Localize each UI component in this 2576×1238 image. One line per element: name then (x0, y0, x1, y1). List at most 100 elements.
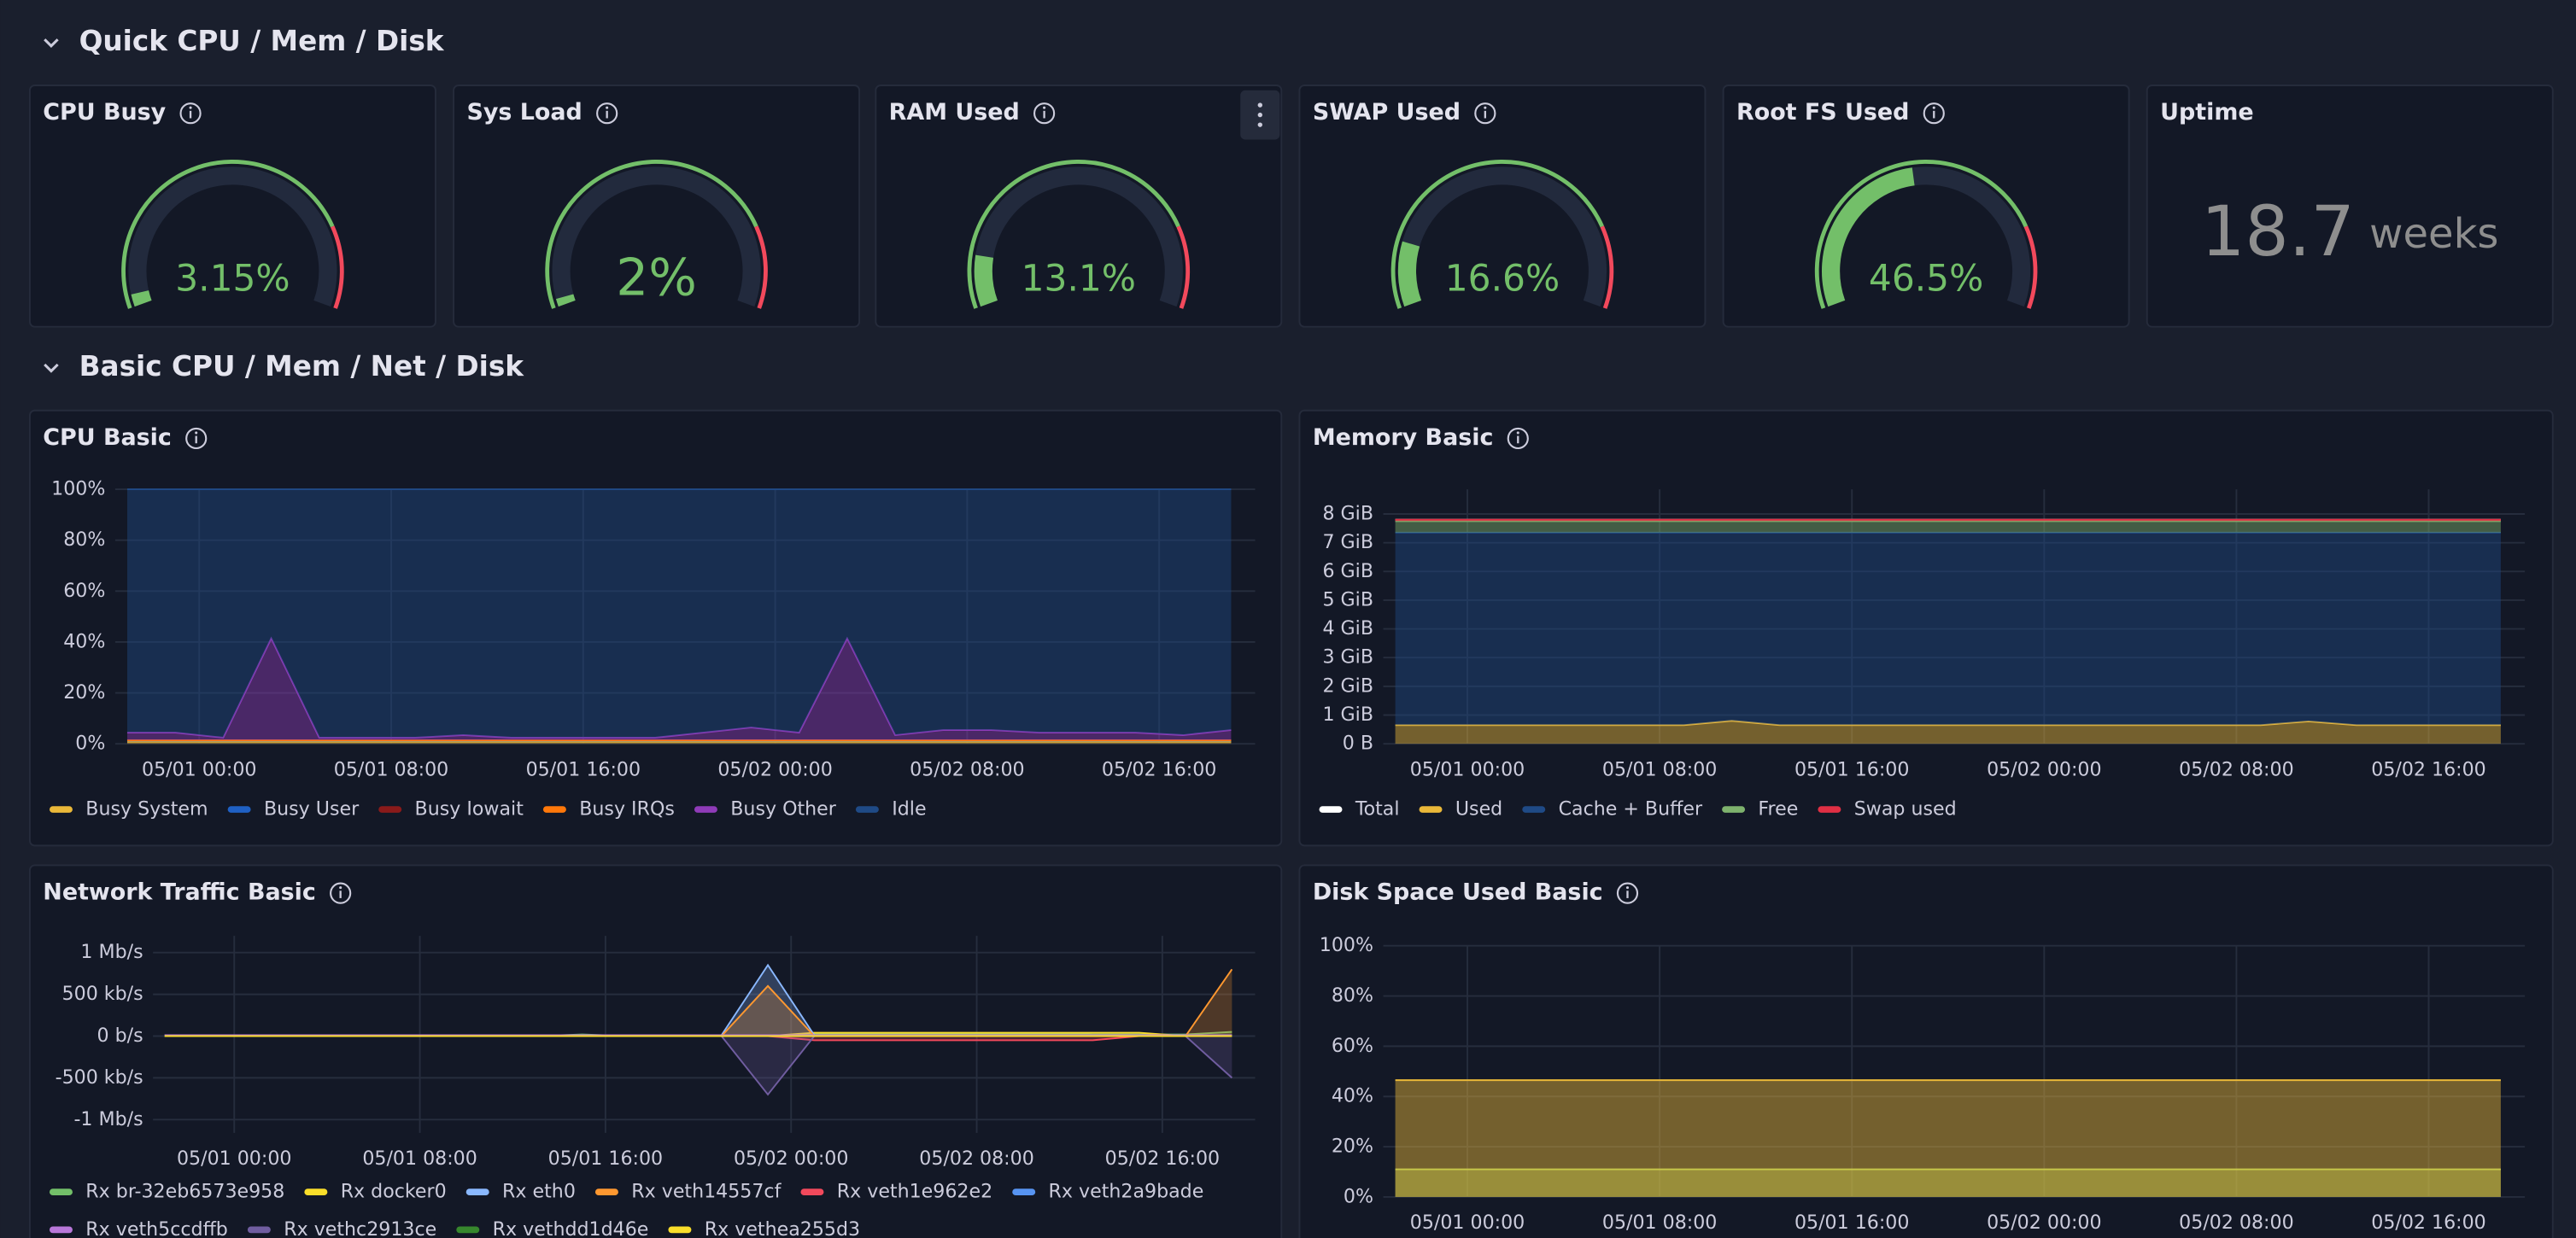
series-fill (164, 1036, 1232, 1041)
y-tick-label: 3 GiB (1322, 646, 1373, 669)
x-tick-label: 05/02 16:00 (1105, 1147, 1220, 1170)
legend-label: Total (1355, 798, 1400, 820)
legend-item[interactable]: Busy IRQs (542, 798, 675, 820)
legend-item[interactable]: Rx veth5ccdffb (49, 1218, 228, 1238)
legend-item[interactable]: Busy Other (694, 798, 837, 820)
info-icon[interactable] (1616, 882, 1639, 904)
legend-item[interactable]: Rx veth14557cf (594, 1181, 782, 1203)
legend-label: Cache + Buffer (1559, 798, 1703, 820)
y-tick-label: 7 GiB (1322, 531, 1373, 553)
y-tick-label: 60% (63, 580, 105, 602)
legend-label: Used (1455, 798, 1502, 820)
legend-label: Busy Other (730, 798, 836, 820)
legend-item[interactable]: Used (1419, 798, 1502, 820)
x-tick-label: 05/01 08:00 (334, 758, 448, 780)
info-icon[interactable] (330, 882, 352, 904)
panel-title[interactable]: Disk Space Used Basic (1313, 879, 1603, 906)
legend-item[interactable]: Free (1722, 798, 1798, 820)
panel-title[interactable]: Root FS Used (1736, 99, 1909, 126)
legend-item[interactable]: Rx eth0 (465, 1181, 576, 1203)
y-tick-label: 20% (63, 681, 105, 704)
legend-item[interactable]: Swap used (1818, 798, 1957, 820)
panel-title[interactable]: Memory Basic (1313, 424, 1494, 451)
menu-dot (1257, 122, 1262, 127)
legend-item[interactable]: Cache + Buffer (1522, 798, 1703, 820)
legend-item[interactable]: Total (1319, 798, 1400, 820)
series-fill (126, 489, 1232, 738)
row-title[interactable]: Quick CPU / Mem / Disk (79, 25, 445, 57)
y-tick-label: 40% (1332, 1085, 1373, 1107)
legend-item[interactable]: Rx br-32eb6573e958 (49, 1181, 284, 1203)
x-tick-label: 05/01 08:00 (362, 1147, 477, 1170)
legend-item[interactable]: Rx vethea255d3 (668, 1218, 860, 1238)
gauge-label: 46.5% (1869, 257, 1983, 299)
info-icon[interactable] (1923, 102, 1945, 125)
legend-item[interactable]: Idle (855, 798, 927, 820)
legend-label: Rx br-32eb6573e958 (85, 1181, 284, 1203)
legend-item[interactable]: Rx veth2a9bade (1012, 1181, 1203, 1203)
legend-item[interactable]: Busy System (49, 798, 208, 820)
panel-title[interactable]: Sys Load (466, 99, 582, 126)
info-icon[interactable] (596, 102, 618, 125)
threshold-ok (121, 160, 335, 309)
stat-number: 18.7 (2201, 192, 2355, 272)
x-tick-label: 05/01 00:00 (177, 1147, 291, 1170)
info-icon[interactable] (1474, 102, 1496, 125)
legend-label: Rx vethc2913ce (284, 1218, 436, 1238)
gauge-label: 2% (616, 248, 697, 307)
gauge-value (555, 294, 576, 307)
threshold-ok (1390, 160, 1604, 309)
info-icon[interactable] (1033, 102, 1056, 125)
stat-value: 18.7 weeks (2201, 192, 2498, 272)
panel (28, 864, 1283, 1238)
y-tick-label: 0% (1344, 1185, 1373, 1207)
y-tick-label: 40% (63, 630, 105, 652)
y-tick-label: 100% (1320, 934, 1373, 956)
legend-item[interactable]: Rx vethdd1d46e (456, 1218, 649, 1238)
info-icon-dot (606, 106, 609, 109)
info-icon-dot (189, 106, 192, 109)
panel (2146, 85, 2554, 328)
y-tick-label: 60% (1332, 1035, 1373, 1057)
legend-item[interactable]: Rx vethc2913ce (247, 1218, 436, 1238)
row-chevron[interactable] (44, 38, 59, 49)
legend-item[interactable]: Rx veth1e962e2 (800, 1181, 992, 1203)
legend-item[interactable]: Busy User (227, 798, 360, 820)
legend-label: Rx vethdd1d46e (493, 1218, 649, 1238)
panel-title[interactable]: Network Traffic Basic (43, 879, 316, 906)
gauge-track (552, 166, 761, 307)
panel-title[interactable]: RAM Used (889, 99, 1020, 126)
legend-item[interactable]: Rx docker0 (304, 1181, 447, 1203)
legend-label: Swap used (1854, 798, 1957, 820)
info-icon[interactable] (1507, 427, 1529, 450)
x-tick-label: 05/02 08:00 (910, 758, 1024, 780)
menu-dot (1257, 112, 1262, 118)
info-icon-dot (195, 431, 198, 435)
legend-label: Rx veth5ccdffb (85, 1218, 228, 1238)
panel-title[interactable]: Uptime (2160, 99, 2253, 126)
y-tick-label: 100% (51, 478, 105, 500)
x-tick-label: 05/01 16:00 (548, 1147, 663, 1170)
x-tick-label: 05/02 00:00 (1987, 1212, 2101, 1234)
panel-title[interactable]: CPU Basic (43, 424, 172, 451)
y-tick-label: 80% (63, 528, 105, 551)
gauge-label: 16.6% (1445, 257, 1560, 299)
legend-label: Busy IRQs (579, 798, 675, 820)
panel-title[interactable]: SWAP Used (1313, 99, 1461, 126)
threshold-high (331, 225, 344, 309)
panel-title[interactable]: CPU Busy (43, 99, 166, 126)
threshold-high (1176, 225, 1191, 309)
y-tick-label: 5 GiB (1322, 588, 1373, 610)
info-icon-dot (339, 886, 342, 890)
gauge-label: 3.15% (175, 257, 290, 299)
info-icon[interactable] (185, 427, 208, 450)
row-chevron[interactable] (44, 363, 59, 373)
legend-label: Rx docker0 (341, 1181, 447, 1203)
info-icon[interactable] (179, 102, 202, 125)
gauge-label: 13.1% (1022, 257, 1136, 299)
y-tick-label: 500 kb/s (62, 983, 143, 1005)
threshold-high (2023, 225, 2038, 309)
legend-item[interactable]: Busy Iowait (378, 798, 524, 820)
row-title[interactable]: Basic CPU / Mem / Net / Disk (79, 350, 525, 382)
